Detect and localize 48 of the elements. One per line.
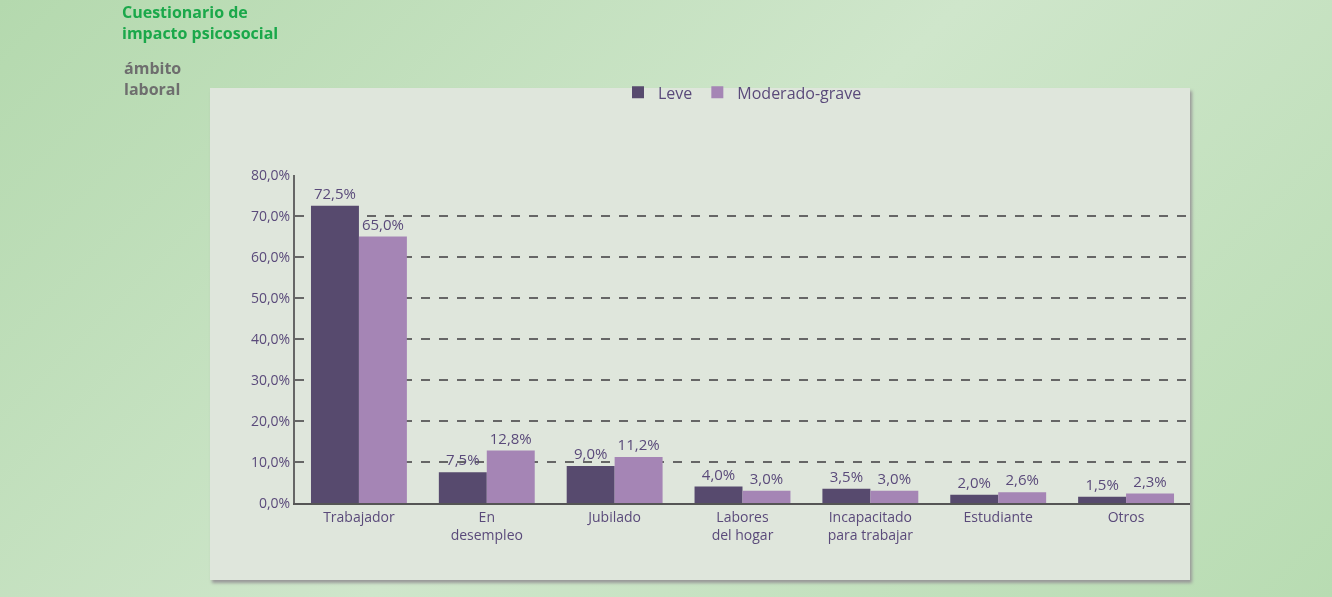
bar [310,205,359,503]
y-tick-label: 0,0% [258,492,291,512]
bar [950,494,999,503]
data-label: 4,0% [701,463,736,484]
x-tick-label: En desempleo [450,506,523,544]
data-label: 2,0% [957,471,991,492]
bar [998,492,1047,503]
y-tick-label: 60,0% [250,246,291,266]
data-label: 9,0% [573,443,608,464]
chart-title: Cuestionario de impacto psicosocial [122,1,279,44]
data-label: 2,6% [1005,469,1039,490]
data-label: 11,2% [617,434,660,455]
y-tick-label: 70,0% [250,205,291,225]
y-tick-label: 10,0% [250,451,291,471]
data-label: 7,5% [446,449,480,470]
legend-label: Moderado-grave [737,81,862,104]
y-tick-label: 80,0% [250,164,291,184]
bar [486,450,535,503]
x-tick-label: Jubilado [586,506,642,526]
bar [438,472,487,503]
data-label: 3,0% [877,467,912,488]
data-label: 3,0% [749,467,784,488]
legend-label: Leve [658,81,693,104]
bar [870,490,919,503]
x-tick-label: Trabajador [323,506,395,526]
data-label: 12,8% [489,427,532,448]
x-tick-label: Otros [1107,506,1145,526]
text: ámbito laboral [124,57,182,100]
y-tick-label: 40,0% [250,328,291,348]
x-tick-label: Labores del hogar [711,506,774,544]
bar [1126,493,1175,503]
bar [822,488,871,503]
data-label: 72,5% [313,182,356,203]
data-label: 1,5% [1085,473,1119,494]
data-label: 2,3% [1133,470,1167,491]
bar [614,457,663,503]
y-tick-label: 20,0% [250,410,291,430]
bar [694,486,743,503]
y-tick-label: 30,0% [250,369,291,389]
bar [566,466,615,503]
y-tick-label: 50,0% [250,287,291,307]
bar [742,490,791,503]
x-tick-label: Incapacitado para trabajar [827,506,914,544]
data-label: 65,0% [361,213,404,234]
bar [358,236,407,503]
data-label: 3,5% [829,465,864,486]
bar [1078,496,1127,503]
x-tick-label: Estudiante [963,506,1034,526]
